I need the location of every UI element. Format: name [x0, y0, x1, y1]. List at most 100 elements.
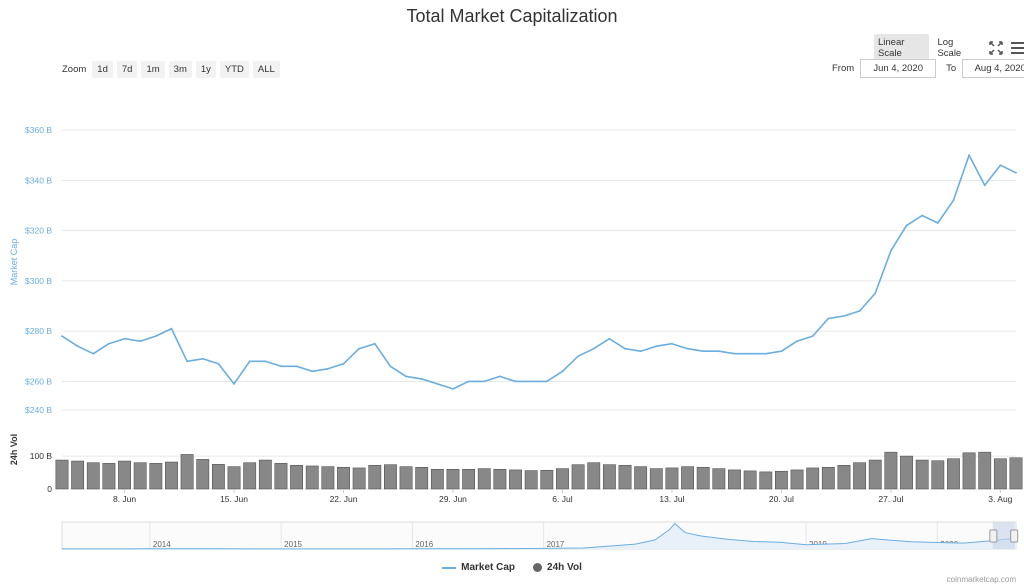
market-cap-point — [389, 365, 392, 368]
volume-bar — [587, 462, 601, 490]
market-cap-point — [639, 350, 642, 353]
market-cap-point — [280, 365, 282, 368]
market-cap-point — [514, 380, 517, 383]
zoom-all-button[interactable]: ALL — [252, 61, 280, 78]
volume-bar — [86, 462, 100, 490]
volume-bar — [493, 469, 507, 490]
market-cap-point — [295, 365, 298, 368]
volume-bar — [712, 468, 726, 490]
market-cap-point — [952, 199, 955, 202]
y-tick-label: $260 B — [25, 376, 52, 386]
y-tick-label: $360 B — [25, 125, 52, 135]
market-cap-point — [811, 335, 814, 338]
zoom-1y-button[interactable]: 1y — [195, 61, 216, 78]
volume-bar — [790, 469, 804, 490]
volume-bar — [915, 459, 929, 490]
credit-link[interactable]: coinmarketcap.com — [946, 575, 1016, 584]
legend-market-cap-label: Market Cap — [461, 562, 516, 573]
market-cap-point — [592, 347, 595, 350]
x-tick-label: 20. Jul — [769, 494, 794, 504]
volume-bar — [649, 468, 663, 490]
market-cap-point — [827, 317, 830, 320]
market-cap-point — [326, 367, 329, 370]
y-axis-label: Market Cap — [9, 239, 19, 286]
market-cap-point — [76, 345, 79, 348]
volume-bar — [837, 465, 851, 490]
market-cap-point — [499, 375, 501, 378]
volume-tick-label: $240 B — [25, 405, 52, 415]
volume-axis-label: 24h Vol — [9, 434, 19, 465]
market-cap-point — [1015, 171, 1017, 174]
to-date-input[interactable]: Aug 4, 2020 — [962, 59, 1024, 78]
market-cap-point — [452, 388, 454, 390]
fullscreen-icon[interactable] — [989, 41, 1004, 55]
volume-bar — [477, 468, 491, 490]
market-cap-point — [123, 337, 126, 340]
volume-bar — [665, 467, 679, 490]
x-tick-label: 13. Jul — [659, 494, 684, 504]
market-cap-point — [655, 345, 658, 348]
volume-bar — [853, 462, 867, 490]
volume-bar — [993, 458, 1007, 490]
navigator-tick-label: 2014 — [153, 540, 171, 549]
volume-bar — [696, 467, 710, 490]
volume-bar — [681, 466, 694, 490]
legend-volume-label: 24h Vol — [547, 562, 582, 573]
volume-bar — [430, 469, 444, 490]
navigator-line — [61, 522, 1017, 550]
market-cap-chart[interactable]: $260 B $280 B $300 B $320 B $340 B $360 B Mark… — [0, 0, 1024, 556]
market-cap-point — [749, 352, 752, 355]
volume-bar — [524, 470, 538, 490]
zoom-3m-button[interactable]: 3m — [168, 61, 192, 78]
to-label: To — [946, 63, 957, 74]
market-cap-point — [436, 382, 439, 385]
y-tick-label: $320 B — [25, 226, 52, 236]
volume-bar — [305, 465, 319, 490]
navigator-handle[interactable] — [989, 529, 998, 543]
volume-bar — [540, 469, 554, 490]
market-cap-point — [311, 370, 314, 373]
market-cap-point — [405, 375, 407, 378]
zoom-1d-button[interactable]: 1d — [92, 61, 113, 78]
volume-bar — [931, 460, 945, 490]
market-cap-point — [796, 340, 798, 343]
volume-bar — [71, 460, 85, 490]
from-date-input[interactable]: Jun 4, 2020 — [860, 59, 937, 78]
market-cap-point — [108, 342, 110, 345]
navigator-area — [62, 523, 1016, 549]
market-cap-point — [561, 370, 564, 373]
zoom-1m-button[interactable]: 1m — [141, 61, 165, 78]
volume-bar — [900, 455, 913, 490]
volume-bar — [352, 467, 366, 490]
navigator-tick-label: 2017 — [547, 540, 565, 549]
market-cap-point — [217, 362, 220, 365]
x-tick-label: 15. Jun — [220, 494, 248, 504]
market-cap-point — [342, 362, 345, 365]
volume-bar — [415, 467, 429, 490]
menu-icon[interactable] — [1011, 42, 1024, 54]
volume-bar — [384, 464, 397, 490]
navigator-handle[interactable] — [1010, 529, 1019, 543]
legend-volume[interactable]: 24h Vol — [533, 562, 582, 573]
volume-bar — [258, 459, 272, 490]
volume-tick-label: 0 — [47, 484, 52, 494]
volume-bar — [634, 466, 648, 490]
market-cap-point — [264, 360, 267, 363]
volume-bar — [962, 452, 976, 490]
linear-scale-button[interactable]: Linear Scale — [874, 34, 930, 62]
legend-dot-icon — [533, 563, 543, 572]
volume-bar — [321, 466, 335, 490]
legend-market-cap[interactable]: Market Cap — [442, 562, 515, 573]
volume-bar — [368, 465, 382, 490]
zoom-controls: Zoom 1d 7d 1m 3m 1y YTD ALL — [62, 61, 280, 78]
zoom-ytd-button[interactable]: YTD — [219, 61, 249, 78]
volume-bar — [180, 454, 194, 490]
market-cap-point — [373, 342, 376, 345]
log-scale-button[interactable]: Log Scale — [937, 37, 962, 59]
market-cap-point — [530, 380, 533, 383]
navigator-tick-label: 2016 — [415, 540, 433, 549]
volume-bar — [290, 465, 303, 490]
zoom-7d-button[interactable]: 7d — [116, 61, 138, 78]
volume-bar — [149, 463, 163, 490]
chart-title: Total Market Capitalization — [406, 6, 618, 26]
